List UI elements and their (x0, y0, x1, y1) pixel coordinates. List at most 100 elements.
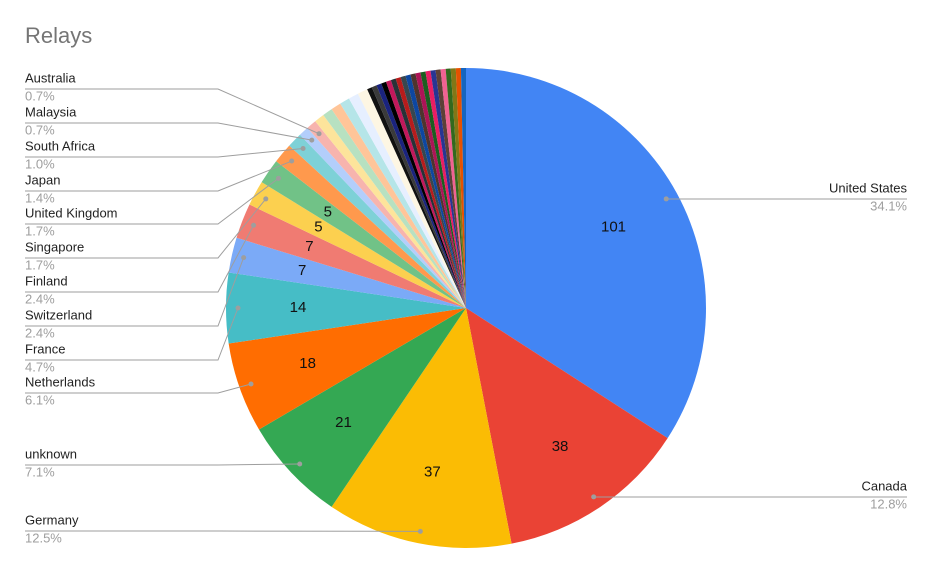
pie-slice (228, 237, 466, 308)
leader-dot (591, 494, 597, 500)
chart-title: Relays (25, 23, 92, 48)
leader-dot (417, 528, 423, 534)
leader-line (25, 88, 320, 135)
legend-label: Malaysia (25, 104, 77, 119)
pie-slice (371, 85, 466, 308)
pie-slice (236, 204, 466, 308)
percent-label: 12.5% (25, 530, 62, 545)
slice-value-label: 101 (601, 219, 626, 236)
slice-value-label: 5 (314, 219, 322, 236)
percent-label: 34.1% (870, 198, 907, 213)
pie-slice (435, 69, 466, 308)
slice-value-label: 14 (290, 299, 307, 316)
leader-dot (248, 381, 254, 387)
pie-slice (261, 161, 466, 308)
leader-dot (289, 158, 295, 164)
pie-slice (455, 68, 466, 308)
pie-slice (357, 89, 466, 308)
legend-label: France (25, 341, 65, 356)
legend-label: Canada (861, 478, 907, 493)
percent-label: 7.1% (25, 464, 55, 479)
pie-slice (405, 74, 466, 308)
leader-dot (297, 461, 303, 467)
pie-slice (386, 80, 466, 308)
legend-label: Switzerland (25, 307, 92, 322)
percent-label: 1.0% (25, 156, 55, 171)
legend-label: United Kingdom (25, 205, 118, 220)
leader-line (25, 463, 300, 466)
pie-slice (415, 72, 466, 308)
pie-slice (376, 83, 466, 309)
legend-label: South Africa (25, 138, 96, 153)
pie-slice (249, 182, 466, 308)
leader-dot (235, 305, 241, 311)
percent-label: 4.7% (25, 359, 55, 374)
leader-line (25, 257, 245, 327)
leader-dot (275, 175, 281, 181)
leader-dot (263, 196, 269, 202)
leader-dot (241, 255, 247, 261)
slice-value-label: 21 (335, 414, 352, 431)
leader-dot (300, 145, 306, 151)
pie-slice (299, 127, 466, 308)
pie-slice (425, 70, 466, 309)
legend-label: Finland (25, 273, 68, 288)
pie-slice (259, 308, 466, 507)
slice-value-label: 37 (424, 464, 441, 481)
percent-label: 6.1% (25, 392, 55, 407)
pie-slice (228, 308, 466, 430)
leader-line (25, 148, 304, 158)
leader-dot (309, 137, 315, 143)
slice-value-label: 7 (305, 238, 313, 255)
pie-slice (276, 145, 466, 308)
pie-slice (331, 308, 512, 548)
leader-dot (251, 222, 257, 228)
legend-label: Netherlands (25, 374, 96, 389)
pie-slice (410, 73, 466, 308)
pie-slice (348, 93, 466, 309)
percent-label: 12.8% (870, 496, 907, 511)
legend-label: Australia (25, 70, 76, 85)
pie-slice (225, 272, 466, 344)
leader-line (25, 307, 239, 361)
legend-label: unknown (25, 446, 77, 461)
percent-label: 1.7% (25, 223, 55, 238)
legend-label: United States (829, 180, 908, 195)
percent-label: 0.7% (25, 88, 55, 103)
pie-slice (430, 69, 466, 308)
pie-slice (390, 78, 466, 308)
slice-value-label: 5 (324, 203, 332, 220)
percent-label: 2.4% (25, 325, 55, 340)
leader-line (25, 160, 292, 192)
leader-line (25, 177, 279, 225)
pie-slice (331, 103, 466, 309)
pie-slice (381, 81, 466, 308)
pie-slice (400, 75, 466, 308)
pie-slice (445, 68, 466, 308)
pie-slice (395, 77, 466, 308)
pie-slice (420, 71, 466, 308)
pie-slice (307, 121, 466, 308)
pie-slice (367, 87, 466, 308)
percent-label: 1.4% (25, 190, 55, 205)
percent-label: 1.7% (25, 257, 55, 272)
slice-value-label: 18 (299, 355, 316, 372)
pie-slice (340, 98, 466, 308)
pie-slice (323, 109, 466, 308)
leader-line (25, 122, 312, 141)
leader-line (25, 225, 254, 293)
leader-dot (316, 131, 322, 137)
percent-label: 2.4% (25, 291, 55, 306)
leader-dot (663, 196, 669, 202)
leader-line (25, 198, 267, 259)
legend-label: Japan (25, 172, 60, 187)
slice-value-label: 38 (552, 438, 569, 455)
pie-slice (466, 308, 668, 544)
slice-value-label: 7 (298, 262, 306, 279)
pie-slice (460, 68, 466, 308)
leader-line (25, 383, 252, 394)
legend-label: Germany (25, 512, 79, 527)
percent-label: 0.7% (25, 122, 55, 137)
pie-slice (315, 115, 466, 309)
